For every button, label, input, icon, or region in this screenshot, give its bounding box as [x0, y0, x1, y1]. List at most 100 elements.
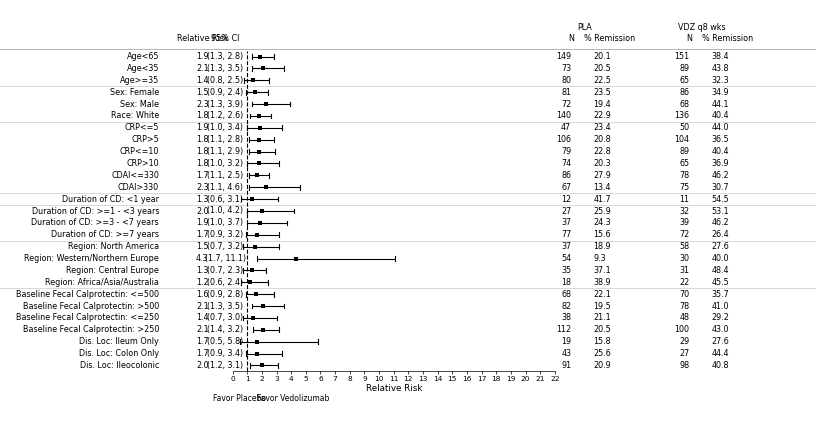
Text: 27: 27 [561, 206, 571, 216]
Text: 67: 67 [561, 183, 571, 192]
Text: (0.8, 2.5): (0.8, 2.5) [207, 76, 243, 85]
Text: 151: 151 [674, 52, 690, 61]
Text: 58: 58 [680, 242, 690, 251]
Text: CRP<=10: CRP<=10 [120, 147, 159, 156]
Text: 35.7: 35.7 [712, 289, 730, 299]
Text: Sex: Male: Sex: Male [120, 100, 159, 108]
Text: 32.3: 32.3 [712, 76, 730, 85]
Text: 86: 86 [680, 88, 690, 97]
Text: 1.9: 1.9 [196, 123, 209, 133]
Text: 19: 19 [561, 337, 571, 346]
Text: Dis. Loc: Colon Only: Dis. Loc: Colon Only [79, 349, 159, 358]
Text: (0.7, 2.3): (0.7, 2.3) [207, 266, 243, 275]
Text: 104: 104 [675, 135, 690, 144]
Text: 32: 32 [680, 206, 690, 216]
Text: 72: 72 [561, 100, 571, 108]
Text: 112: 112 [556, 325, 571, 334]
Text: 37: 37 [561, 218, 571, 227]
Text: 80: 80 [561, 76, 571, 85]
Text: (1.0, 3.4): (1.0, 3.4) [207, 123, 243, 133]
Text: 20.5: 20.5 [593, 64, 611, 73]
Text: 1.4: 1.4 [196, 76, 209, 85]
Text: Baseline Fecal Calprotectin: >250: Baseline Fecal Calprotectin: >250 [23, 325, 159, 334]
Text: 82: 82 [561, 302, 571, 311]
Text: 2.1: 2.1 [196, 325, 209, 334]
Text: 37.1: 37.1 [593, 266, 611, 275]
Text: 98: 98 [680, 361, 690, 370]
Text: 70: 70 [680, 289, 690, 299]
Text: Duration of CD: >=1 - <3 years: Duration of CD: >=1 - <3 years [32, 206, 159, 216]
Text: (1.2, 2.6): (1.2, 2.6) [207, 111, 243, 120]
Text: Region: North America: Region: North America [68, 242, 159, 251]
Text: 44.4: 44.4 [712, 349, 729, 358]
Text: % Remission: % Remission [584, 34, 635, 43]
Text: (0.6, 3.1): (0.6, 3.1) [207, 195, 243, 204]
Text: 12: 12 [561, 195, 571, 204]
Text: 2.0: 2.0 [196, 206, 209, 216]
Text: 39: 39 [680, 218, 690, 227]
Text: (1.3, 3.9): (1.3, 3.9) [207, 100, 243, 108]
Text: 30.7: 30.7 [712, 183, 730, 192]
Text: (0.9, 2.8): (0.9, 2.8) [207, 289, 243, 299]
Text: 29.2: 29.2 [712, 314, 730, 322]
Text: 1.6: 1.6 [196, 289, 209, 299]
Text: 30: 30 [680, 254, 690, 263]
Text: 36.5: 36.5 [712, 135, 730, 144]
Text: Age>=35: Age>=35 [120, 76, 159, 85]
Text: 2.3: 2.3 [196, 100, 209, 108]
Text: 86: 86 [561, 171, 571, 180]
Text: 2.1: 2.1 [196, 302, 209, 311]
Text: CDAI<=330: CDAI<=330 [111, 171, 159, 180]
Text: 65: 65 [680, 159, 690, 168]
Text: Duration of CD: <1 year: Duration of CD: <1 year [62, 195, 159, 204]
Text: 25.6: 25.6 [593, 349, 611, 358]
Text: 1.8: 1.8 [196, 147, 209, 156]
Text: 77: 77 [561, 230, 571, 239]
Text: (0.9, 3.2): (0.9, 3.2) [207, 230, 243, 239]
Text: 1.7: 1.7 [196, 349, 209, 358]
Text: (1.3, 2.8): (1.3, 2.8) [207, 52, 243, 61]
Text: Dis. Loc: Ileum Only: Dis. Loc: Ileum Only [79, 337, 159, 346]
Text: CRP>5: CRP>5 [131, 135, 159, 144]
Text: 1.2: 1.2 [196, 278, 209, 287]
X-axis label: Relative Risk: Relative Risk [366, 384, 422, 393]
Text: 37: 37 [561, 242, 571, 251]
Text: 38.4: 38.4 [712, 52, 729, 61]
Text: 34.9: 34.9 [712, 88, 730, 97]
Text: (1.1, 2.5): (1.1, 2.5) [207, 171, 243, 180]
Text: (1.4, 3.2): (1.4, 3.2) [207, 325, 243, 334]
Text: 48.4: 48.4 [712, 266, 729, 275]
Text: (1.2, 3.1): (1.2, 3.1) [207, 361, 243, 370]
Text: Region: Africa/Asia/Australia: Region: Africa/Asia/Australia [45, 278, 159, 287]
Text: 140: 140 [557, 111, 571, 120]
Text: 1.8: 1.8 [196, 111, 209, 120]
Text: 4.3: 4.3 [196, 254, 209, 263]
Text: 40.4: 40.4 [712, 147, 729, 156]
Text: VDZ q8 wks: VDZ q8 wks [678, 23, 725, 32]
Text: 23.4: 23.4 [593, 123, 611, 133]
Text: Relative Risk: Relative Risk [176, 34, 228, 43]
Text: 75: 75 [679, 183, 690, 192]
Text: 11: 11 [680, 195, 690, 204]
Text: 22.9: 22.9 [593, 111, 611, 120]
Text: 50: 50 [680, 123, 690, 133]
Text: 22.8: 22.8 [593, 147, 611, 156]
Text: Region: Central Europe: Region: Central Europe [66, 266, 159, 275]
Text: 22.5: 22.5 [593, 76, 611, 85]
Text: 41.7: 41.7 [593, 195, 611, 204]
Text: Region: Western/Northern Europe: Region: Western/Northern Europe [24, 254, 159, 263]
Text: (1.0, 3.2): (1.0, 3.2) [207, 159, 243, 168]
Text: N: N [686, 34, 693, 43]
Text: 1.8: 1.8 [196, 159, 209, 168]
Text: 81: 81 [561, 88, 571, 97]
Text: 15.8: 15.8 [593, 337, 611, 346]
Text: Age<65: Age<65 [126, 52, 159, 61]
Text: 27.6: 27.6 [712, 337, 730, 346]
Text: Duration of CD: >=7 years: Duration of CD: >=7 years [51, 230, 159, 239]
Text: (1.1, 4.6): (1.1, 4.6) [207, 183, 243, 192]
Text: (1.3, 3.5): (1.3, 3.5) [207, 64, 243, 73]
Text: 1.9: 1.9 [196, 218, 209, 227]
Text: Duration of CD: >=3 - <7 years: Duration of CD: >=3 - <7 years [32, 218, 159, 227]
Text: 38.9: 38.9 [593, 278, 611, 287]
Text: 38: 38 [561, 314, 571, 322]
